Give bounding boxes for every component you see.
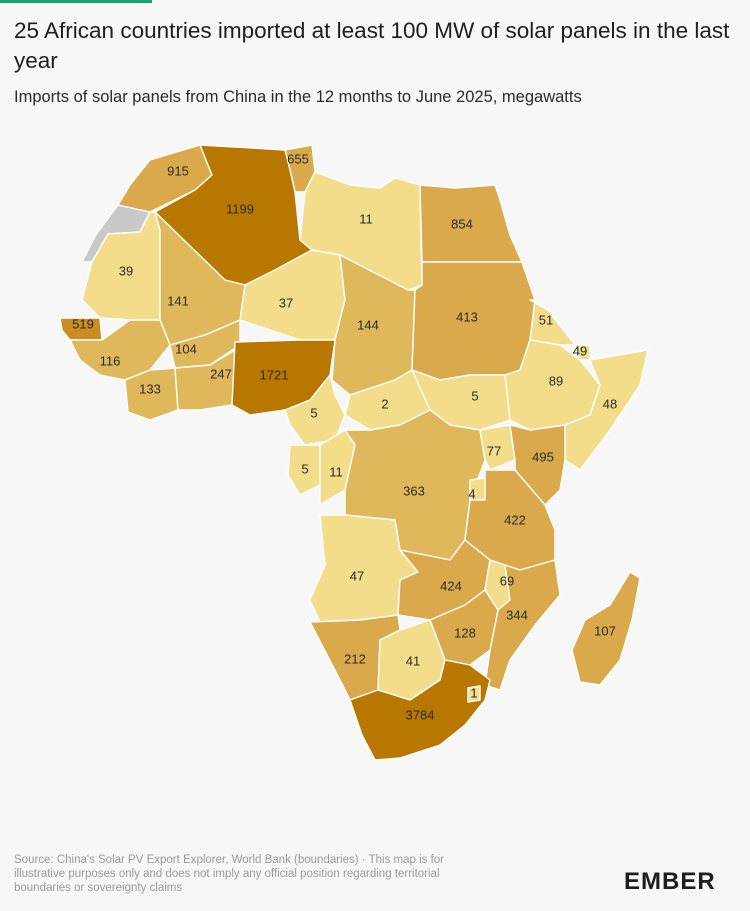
source-note: Source: China's Solar PV Export Explorer…: [14, 854, 445, 894]
guinea: [69, 319, 171, 381]
eswatini: [467, 685, 481, 703]
south-africa: [349, 659, 491, 761]
value-south-sudan: 5: [471, 388, 478, 403]
value-kenya: 495: [532, 449, 554, 464]
value-republic-of-congo: 11: [329, 464, 343, 479]
value-chad: 144: [357, 317, 379, 332]
value-namibia: 212: [344, 651, 366, 666]
value-senegal: 519: [72, 316, 94, 331]
value-libya: 11: [359, 211, 373, 226]
value-sudan: 413: [456, 309, 478, 324]
value-central-african-republic: 2: [381, 396, 388, 411]
madagascar: [571, 571, 641, 686]
africa-map: 915 655 1199 11 854 39 141 37 144 413 51…: [0, 120, 750, 840]
value-cameroon: 5: [310, 405, 317, 420]
chart-title: 25 African countries imported at least 1…: [14, 18, 730, 73]
chart-subtitle: Imports of solar panels from China in th…: [14, 88, 582, 106]
value-mozambique: 344: [506, 607, 528, 622]
value-somalia: 48: [603, 396, 617, 411]
value-egypt: 854: [451, 216, 473, 231]
value-mali: 141: [167, 293, 189, 308]
value-botswana: 41: [406, 653, 420, 668]
value-algeria: 1199: [226, 201, 254, 216]
value-niger: 37: [279, 295, 293, 310]
value-ghana: 247: [210, 366, 232, 381]
somalia: [564, 349, 649, 471]
value-uganda: 77: [487, 443, 501, 458]
uganda: [479, 424, 516, 471]
value-djibouti: 49: [573, 343, 587, 358]
value-dr-congo: 363: [403, 483, 425, 498]
mozambique: [484, 559, 561, 691]
value-burkina-faso: 104: [175, 341, 197, 356]
value-cote-divoire: 133: [139, 381, 161, 396]
kenya: [509, 424, 566, 506]
value-nigeria: 1721: [260, 367, 289, 382]
value-malawi: 69: [500, 573, 514, 588]
gabon: [287, 444, 321, 496]
value-mauritania: 39: [119, 263, 133, 278]
value-madagascar: 107: [594, 623, 616, 638]
value-zambia: 424: [440, 578, 462, 593]
value-gabon: 5: [301, 461, 308, 476]
value-morocco: 915: [167, 163, 189, 178]
value-tanzania: 422: [504, 512, 526, 527]
value-eswatini: 1: [470, 685, 477, 700]
africa-map-svg: 915 655 1199 11 854 39 141 37 144 413 51…: [59, 144, 649, 761]
top-accent-bar: [0, 0, 152, 3]
value-ethiopia: 89: [549, 373, 563, 388]
value-angola: 47: [350, 568, 364, 583]
value-zimbabwe: 128: [454, 625, 476, 640]
value-south-africa: 3784: [406, 707, 435, 722]
value-guinea: 116: [100, 353, 121, 368]
ember-logo: EMBER: [624, 868, 716, 895]
value-tunisia: 655: [287, 151, 309, 166]
value-eritrea: 51: [539, 312, 553, 327]
value-rwanda: 4: [468, 486, 475, 501]
